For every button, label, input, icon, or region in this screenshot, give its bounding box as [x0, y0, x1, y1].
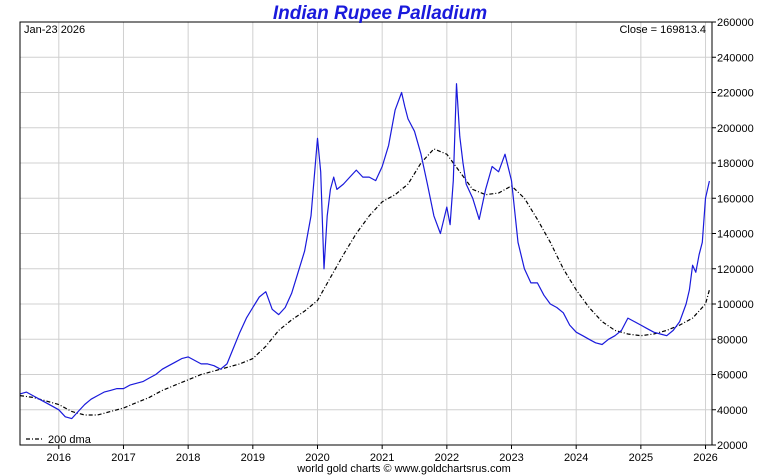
dma-line [19, 148, 710, 416]
y-tick-label: 160000 [717, 193, 754, 205]
x-tick-label: 2020 [305, 452, 329, 464]
x-tick-label: 2018 [176, 452, 200, 464]
legend: 200 dma [26, 434, 92, 446]
close-label: Close = 169813.4 [619, 24, 706, 36]
x-tick-label: 2016 [47, 452, 71, 464]
x-tick-label: 2017 [111, 452, 135, 464]
chart-title: Indian Rupee Palladium [273, 3, 487, 24]
credit-text: world gold charts © www.goldchartsrus.co… [296, 463, 511, 475]
y-tick-label: 60000 [717, 370, 748, 382]
x-tick-label: 2021 [370, 452, 394, 464]
y-tick-label: 80000 [717, 334, 748, 346]
legend-dma-label: 200 dma [48, 434, 92, 446]
x-tick-label: 2022 [435, 452, 459, 464]
x-tick-label: 2019 [241, 452, 265, 464]
y-tick-label: 120000 [717, 264, 754, 276]
date-label: Jan-23 2026 [24, 24, 85, 36]
x-tick-labels: 2016 2017 2018 2019 2020 2021 2022 2023 2024 2025… [47, 452, 718, 464]
y-tick-label: 260000 [717, 17, 754, 29]
plot-frame [19, 21, 713, 446]
price-line [19, 83, 710, 420]
y-tick-label: 100000 [717, 299, 754, 311]
x-tick-label: 2026 [693, 452, 717, 464]
y-tick-labels: 20000 40000 60000 80000 100000 120000 140000 16… [717, 17, 754, 452]
y-tick-label: 40000 [717, 405, 748, 417]
y-tick-label: 240000 [717, 52, 754, 64]
x-tick-label: 2023 [499, 452, 523, 464]
y-tick-label: 180000 [717, 158, 754, 170]
x-tick-label: 2025 [629, 452, 653, 464]
x-tick-label: 2024 [564, 452, 588, 464]
series-layer [19, 83, 710, 420]
y-tick-label: 220000 [717, 88, 754, 100]
y-tick-label: 20000 [717, 440, 748, 452]
y-tick-label: 200000 [717, 123, 754, 135]
y-tick-label: 140000 [717, 229, 754, 241]
